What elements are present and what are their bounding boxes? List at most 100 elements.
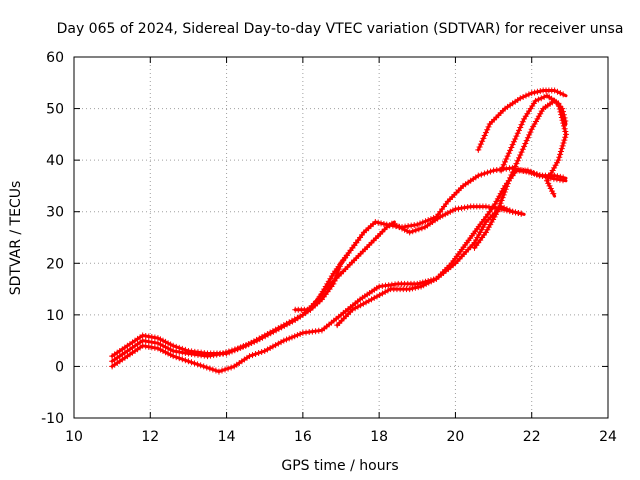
data-point [549, 188, 556, 195]
data-point [160, 342, 166, 349]
data-point [498, 167, 505, 174]
data-point [142, 338, 149, 345]
data-point [520, 93, 527, 100]
data-point [538, 108, 545, 115]
data-point [489, 204, 496, 211]
data-point [562, 128, 569, 135]
data-point [550, 190, 557, 197]
data-point [235, 345, 242, 352]
data-point [503, 207, 510, 214]
data-point [538, 95, 545, 102]
data-point [357, 302, 364, 309]
data-point [477, 141, 484, 148]
data-point [455, 205, 462, 212]
data-point [490, 216, 497, 223]
data-point [557, 90, 564, 97]
data-point [461, 204, 468, 211]
data-point [332, 275, 339, 282]
data-point [532, 97, 539, 104]
data-point [535, 113, 542, 120]
data-point [509, 208, 516, 215]
data-point [275, 325, 282, 332]
data-layer [109, 87, 570, 375]
data-point [423, 280, 430, 287]
data-point [405, 223, 412, 230]
data-point [475, 231, 482, 238]
data-point [145, 343, 152, 350]
data-point [535, 96, 542, 103]
data-point [176, 348, 183, 355]
data-point [182, 357, 189, 364]
data-point [555, 157, 562, 164]
data-point [148, 334, 155, 341]
data-point [354, 303, 361, 310]
data-point [162, 338, 169, 345]
data-point [248, 339, 255, 346]
data-point [419, 219, 426, 226]
data-point [546, 182, 553, 189]
data-point [560, 139, 567, 146]
data-point [480, 224, 487, 231]
data-point [425, 217, 432, 224]
data-point [482, 129, 489, 136]
data-point [406, 229, 413, 236]
data-point [379, 290, 386, 297]
data-point [222, 366, 229, 373]
x-tick-label: 16 [294, 429, 312, 445]
data-point [487, 221, 494, 228]
data-point [200, 363, 207, 370]
data-point [487, 168, 494, 175]
data-point [558, 114, 565, 121]
data-point [401, 226, 408, 233]
data-point [139, 342, 146, 349]
data-point [420, 282, 427, 289]
data-point [210, 352, 217, 359]
data-point [482, 203, 489, 210]
data-point [246, 353, 253, 360]
x-axis-label: GPS time / hours [281, 458, 398, 474]
data-point [162, 344, 169, 351]
data-point [499, 164, 506, 171]
data-point [494, 195, 501, 202]
data-point [373, 293, 380, 300]
data-point [294, 332, 301, 339]
data-point [412, 284, 419, 291]
data-point [497, 200, 504, 207]
data-point [560, 91, 567, 98]
data-point [297, 331, 304, 338]
data-point [500, 161, 507, 168]
data-point [519, 146, 526, 153]
data-point [157, 341, 164, 348]
data-point [167, 341, 174, 348]
data-point [272, 342, 279, 349]
data-point [151, 334, 158, 341]
data-point [559, 117, 566, 124]
data-point [330, 280, 337, 287]
data-point [553, 159, 560, 166]
data-point [481, 170, 488, 177]
data-point [513, 160, 520, 167]
data-point [165, 345, 172, 352]
data-point [288, 334, 295, 341]
data-point [231, 346, 238, 353]
x-tick-label: 22 [523, 429, 541, 445]
data-point [525, 91, 532, 98]
data-point [179, 356, 186, 363]
data-point [365, 297, 372, 304]
data-point [482, 229, 489, 236]
series-track-9 [391, 203, 526, 236]
data-point [557, 151, 564, 158]
data-point [479, 138, 486, 145]
data-point [383, 221, 390, 228]
data-point [284, 321, 291, 328]
data-point [556, 154, 563, 161]
data-point [182, 350, 189, 357]
data-point [510, 166, 517, 173]
data-point [382, 289, 389, 296]
data-point [334, 269, 341, 276]
data-point [173, 354, 180, 361]
data-point [523, 137, 530, 144]
data-point [534, 88, 541, 95]
data-point [557, 173, 564, 180]
data-point [415, 226, 422, 233]
